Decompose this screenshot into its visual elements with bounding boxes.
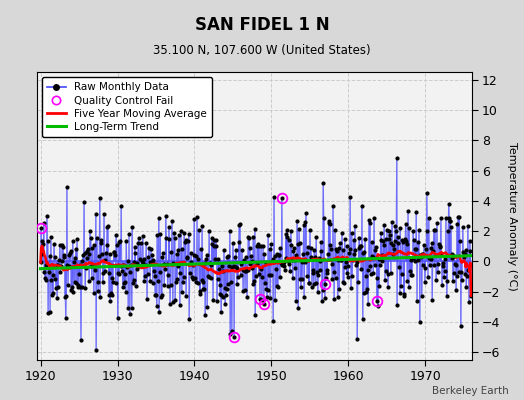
Text: Berkeley Earth: Berkeley Earth [432, 386, 508, 396]
Text: 35.100 N, 107.600 W (United States): 35.100 N, 107.600 W (United States) [153, 44, 371, 57]
Legend: Raw Monthly Data, Quality Control Fail, Five Year Moving Average, Long-Term Tren: Raw Monthly Data, Quality Control Fail, … [42, 77, 212, 137]
Y-axis label: Temperature Anomaly (°C): Temperature Anomaly (°C) [507, 142, 517, 290]
Text: SAN FIDEL 1 N: SAN FIDEL 1 N [195, 16, 329, 34]
